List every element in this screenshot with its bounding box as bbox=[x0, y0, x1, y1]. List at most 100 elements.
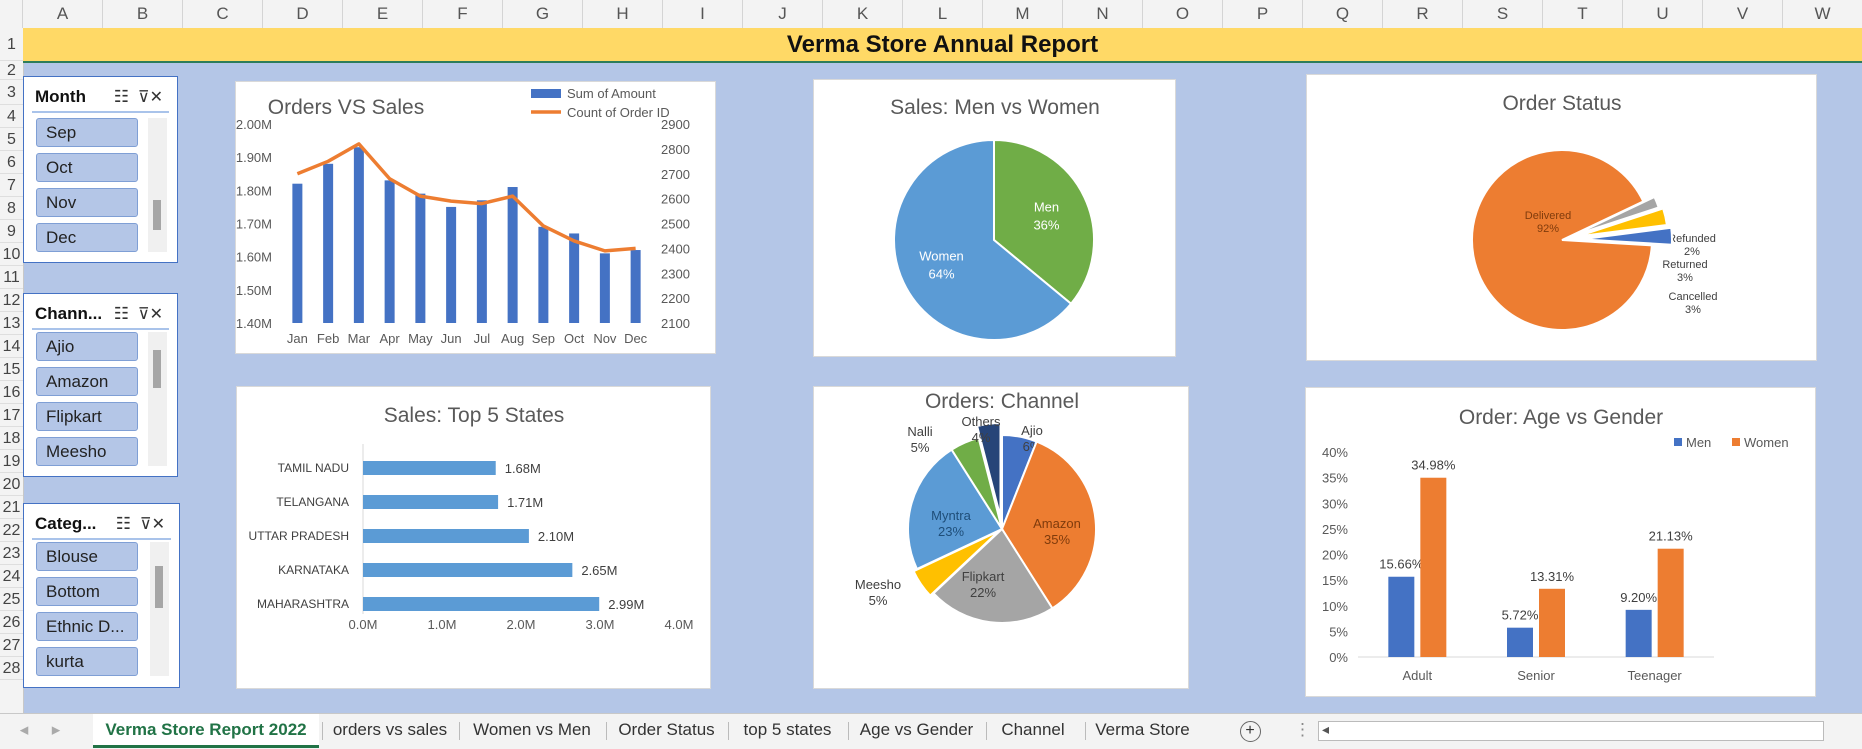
slicer-item[interactable]: Meesho bbox=[36, 437, 138, 466]
slicer-scrollbar[interactable] bbox=[148, 118, 167, 252]
top-5-states-chart[interactable]: Sales: Top 5 States TAMIL NADU 1.68M TELANG… bbox=[236, 386, 711, 689]
row-header[interactable]: 19 bbox=[0, 450, 23, 473]
slicer-scroll-thumb[interactable] bbox=[153, 200, 161, 230]
row-header[interactable]: 28 bbox=[0, 657, 23, 680]
sheet-tab[interactable]: Age vs Gender bbox=[859, 720, 974, 739]
row-header[interactable]: 18 bbox=[0, 427, 23, 450]
row-header[interactable]: 17 bbox=[0, 404, 23, 427]
column-header[interactable]: Q bbox=[1303, 0, 1383, 28]
sheet-tab[interactable]: Verma Store Report 2022 bbox=[93, 714, 319, 748]
row-header[interactable]: 4 bbox=[0, 105, 23, 128]
row-header[interactable]: 22 bbox=[0, 519, 23, 542]
column-header[interactable]: L bbox=[903, 0, 983, 28]
order-status-chart[interactable]: Order Status Delivered 92% Refunded 2% Return… bbox=[1306, 74, 1817, 361]
row-header[interactable]: 5 bbox=[0, 128, 23, 151]
slicer-scrollbar[interactable] bbox=[150, 542, 169, 676]
plus-icon[interactable]: + bbox=[1238, 714, 1262, 745]
row-header[interactable]: 15 bbox=[0, 358, 23, 381]
row-header[interactable]: 2 bbox=[0, 61, 23, 80]
slicer-scroll-thumb[interactable] bbox=[155, 566, 163, 608]
column-header[interactable]: N bbox=[1063, 0, 1143, 28]
column-header[interactable]: J bbox=[743, 0, 823, 28]
slicer-item[interactable]: Ethnic D... bbox=[36, 612, 138, 641]
orders-channel-chart[interactable]: Orders: Channel Ajio 6% Amazon 35% Flipkart 22… bbox=[813, 386, 1189, 689]
scroll-left-icon[interactable]: ◂ bbox=[1322, 721, 1330, 737]
select-all-corner[interactable] bbox=[0, 0, 23, 28]
column-header[interactable]: R bbox=[1383, 0, 1463, 28]
row-header[interactable]: 12 bbox=[0, 289, 23, 312]
row-header[interactable]: 11 bbox=[0, 266, 23, 289]
row-header[interactable]: 13 bbox=[0, 312, 23, 335]
row-header[interactable]: 20 bbox=[0, 473, 23, 496]
row-header[interactable]: 9 bbox=[0, 220, 23, 243]
row-header[interactable]: 26 bbox=[0, 611, 23, 634]
row-header[interactable]: 3 bbox=[0, 80, 23, 105]
sheet-tab[interactable]: Verma Store bbox=[1095, 720, 1190, 739]
slicer-item[interactable]: Ajio bbox=[36, 332, 138, 361]
row-header[interactable]: 10 bbox=[0, 243, 23, 266]
sheet-tab[interactable]: Order Status bbox=[618, 720, 715, 739]
vertical-dots-icon[interactable]: ⋮ bbox=[1294, 720, 1311, 739]
channel-slicer[interactable]: Chann... ☷ ⊽✕ Ajio Amazon Flipkart Meesh… bbox=[23, 293, 178, 477]
row-header[interactable]: 8 bbox=[0, 197, 23, 220]
clear-filter-icon[interactable]: ⊽✕ bbox=[137, 89, 163, 106]
slicer-item[interactable]: Oct bbox=[36, 153, 138, 182]
orders-vs-sales-chart[interactable]: Orders VS Sales 1.40M 1.50M 1.60M 1.70M 1.80M… bbox=[235, 81, 716, 354]
slicer-scroll-thumb[interactable] bbox=[153, 350, 161, 388]
row-header[interactable]: 23 bbox=[0, 542, 23, 565]
sheet-tab[interactable]: Channel bbox=[1001, 720, 1065, 739]
tab-scroll-right-icon[interactable]: ▸ bbox=[51, 720, 61, 739]
column-header[interactable]: W bbox=[1783, 0, 1862, 28]
column-header[interactable]: G bbox=[503, 0, 583, 28]
column-header[interactable]: S bbox=[1463, 0, 1543, 28]
sheet-tab[interactable]: orders vs sales bbox=[332, 720, 448, 739]
column-header[interactable]: D bbox=[263, 0, 343, 28]
row-header[interactable]: 14 bbox=[0, 335, 23, 358]
column-header[interactable]: H bbox=[583, 0, 663, 28]
slicer-item[interactable]: Sep bbox=[36, 118, 138, 147]
row-header[interactable]: 1 bbox=[0, 28, 23, 61]
slicer-scrollbar[interactable] bbox=[148, 332, 167, 466]
row-header[interactable]: 21 bbox=[0, 496, 23, 519]
column-header[interactable]: F bbox=[423, 0, 503, 28]
month-slicer[interactable]: Month ☷ ⊽✕ Sep Oct Nov Dec bbox=[23, 76, 178, 263]
column-header[interactable]: O bbox=[1143, 0, 1223, 28]
column-header[interactable]: C bbox=[183, 0, 263, 28]
clear-filter-icon[interactable]: ⊽✕ bbox=[139, 516, 165, 533]
column-header[interactable]: T bbox=[1543, 0, 1623, 28]
column-header[interactable]: K bbox=[823, 0, 903, 28]
sheet-tab[interactable]: top 5 states bbox=[743, 720, 832, 739]
row-header[interactable]: 6 bbox=[0, 151, 23, 174]
slicer-item[interactable]: kurta bbox=[36, 647, 138, 676]
row-header[interactable]: 27 bbox=[0, 634, 23, 657]
sheet-tab[interactable]: Women vs Men bbox=[473, 720, 591, 739]
multi-select-icon[interactable]: ☷ bbox=[113, 304, 129, 323]
slicer-item[interactable]: Blouse bbox=[36, 542, 138, 571]
category-slicer[interactable]: Categ... ☷ ⊽✕ Blouse Bottom Ethnic D... … bbox=[23, 503, 180, 688]
column-header[interactable]: E bbox=[343, 0, 423, 28]
column-header[interactable]: I bbox=[663, 0, 743, 28]
column-header[interactable]: M bbox=[983, 0, 1063, 28]
row-header[interactable]: 25 bbox=[0, 588, 23, 611]
row-header[interactable]: 16 bbox=[0, 381, 23, 404]
slicer-item[interactable]: Dec bbox=[36, 223, 138, 252]
column-header[interactable]: B bbox=[103, 0, 183, 28]
column-header[interactable]: P bbox=[1223, 0, 1303, 28]
slicer-item[interactable]: Nov bbox=[36, 188, 138, 217]
column-header[interactable]: V bbox=[1703, 0, 1783, 28]
bar bbox=[323, 163, 334, 323]
age-vs-gender-chart[interactable]: Order: Age vs Gender 0% 5% 10% 15% 20% 25% 30% 3… bbox=[1305, 387, 1816, 697]
slicer-item[interactable]: Flipkart bbox=[36, 402, 138, 431]
horizontal-scrollbar[interactable]: ◂ bbox=[1318, 721, 1824, 741]
column-header[interactable]: A bbox=[23, 0, 103, 28]
tab-scroll-left-icon[interactable]: ◂ bbox=[19, 720, 29, 739]
multi-select-icon[interactable]: ☷ bbox=[115, 514, 131, 533]
multi-select-icon[interactable]: ☷ bbox=[113, 87, 129, 106]
row-header[interactable]: 7 bbox=[0, 174, 23, 197]
slicer-item[interactable]: Amazon bbox=[36, 367, 138, 396]
sales-men-vs-women-chart[interactable]: Sales: Men vs Women Men 36% Women 64% bbox=[813, 79, 1176, 357]
slicer-item[interactable]: Bottom bbox=[36, 577, 138, 606]
clear-filter-icon[interactable]: ⊽✕ bbox=[137, 306, 163, 323]
row-header[interactable]: 24 bbox=[0, 565, 23, 588]
column-header[interactable]: U bbox=[1623, 0, 1703, 28]
